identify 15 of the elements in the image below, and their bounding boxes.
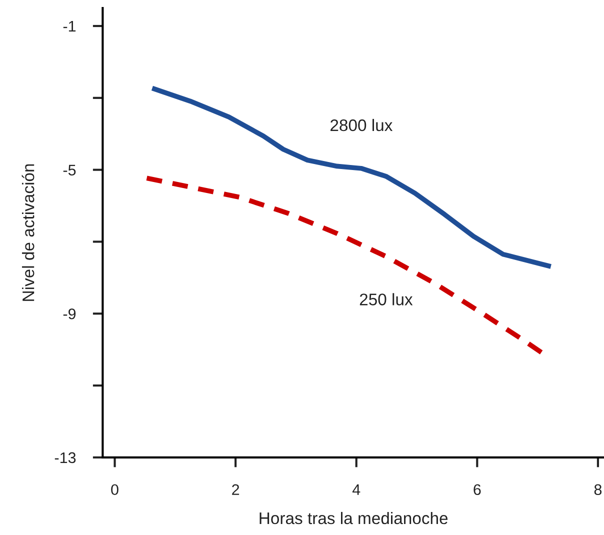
x-tick-label: 4 [352,484,360,495]
y-tick-label: -1 [63,21,76,32]
x-tick-label: 0 [111,484,118,496]
y-tick-label: -13 [54,452,76,464]
x-tick-label: 2 [232,484,240,495]
x-tick-label: 6 [474,484,481,496]
y-axis-title: Nivel de activación [22,164,34,301]
y-tick-label: -9 [63,308,76,320]
series-label: 2800 lux [330,118,393,132]
y-tick-label: -5 [63,164,76,176]
x-tick-label: 8 [594,484,602,496]
line-series [150,86,554,269]
series-label: 250 lux [360,293,413,306]
x-axis-title: Horas tras la medianoche [260,512,448,524]
line-series [144,176,546,356]
